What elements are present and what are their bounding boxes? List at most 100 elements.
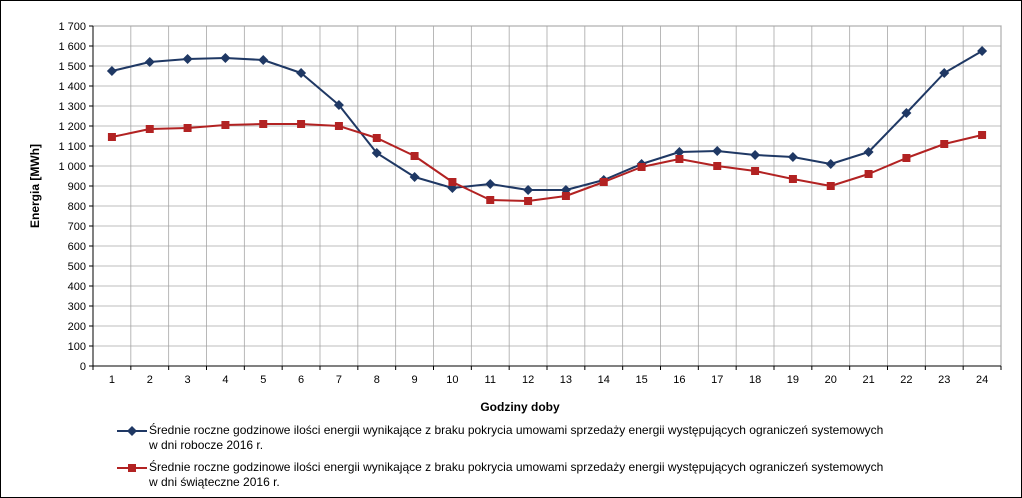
data-point-square — [978, 131, 987, 139]
y-tick-label: 0 — [80, 361, 86, 373]
line-chart: 0 100 200 300 400 500 600 700 800 900 1 000 1 100 1 … — [28, 21, 1002, 414]
square-marker-icon — [117, 464, 147, 472]
y-tick-label: 300 — [68, 301, 86, 313]
data-point-square — [334, 122, 343, 130]
y-tick-label: 1 000 — [58, 161, 86, 173]
data-point-square — [713, 162, 722, 170]
data-point-diamond — [674, 147, 685, 157]
y-axis-ticks: 0 100 200 300 400 500 600 700 800 900 1 000 1 100 1 … — [58, 21, 93, 373]
data-point-square — [675, 155, 684, 163]
legend-label-workdays-line1: Średnie roczne godzinowe ilości energii … — [149, 423, 884, 437]
x-tick-label: 18 — [749, 374, 761, 386]
x-axis-ticks: 1 2 3 4 5 6 7 8 9 10 11 12 13 14 15 16 17 18 19 20 21 22 23 24 — [92, 366, 1002, 386]
data-point-diamond — [901, 108, 912, 118]
data-point-diamond — [258, 55, 269, 65]
data-point-diamond — [977, 46, 988, 56]
legend-item-workdays: Średnie roczne godzinowe ilości energii … — [117, 423, 997, 453]
data-point-square — [259, 120, 268, 128]
data-point-diamond — [106, 66, 117, 76]
data-point-diamond — [825, 159, 836, 169]
data-point-square — [751, 167, 760, 175]
y-tick-label: 200 — [68, 321, 86, 333]
x-tick-label: 23 — [938, 374, 950, 386]
x-tick-label: 22 — [900, 374, 912, 386]
data-point-square — [788, 175, 797, 183]
data-point-square — [561, 192, 570, 200]
x-tick-label: 20 — [825, 374, 837, 386]
x-tick-label: 13 — [560, 374, 572, 386]
data-point-square — [524, 197, 533, 205]
y-tick-label: 1 300 — [58, 101, 86, 113]
data-point-square — [864, 170, 873, 178]
y-tick-label: 100 — [68, 341, 86, 353]
data-point-square — [145, 125, 154, 133]
x-tick-label: 14 — [598, 374, 610, 386]
data-point-diamond — [485, 179, 496, 189]
data-point-square — [107, 133, 116, 141]
legend: Średnie roczne godzinowe ilości energii … — [117, 423, 997, 497]
y-tick-label: 900 — [68, 181, 86, 193]
data-point-square — [372, 134, 381, 142]
series-line — [111, 123, 983, 202]
data-point-square — [410, 152, 419, 160]
x-tick-label: 10 — [446, 374, 458, 386]
data-point-square — [940, 140, 949, 148]
legend-label-holidays-line2: w dni świąteczne 2016 r. — [149, 475, 280, 489]
data-point-diamond — [712, 146, 723, 156]
x-tick-label: 24 — [976, 374, 988, 386]
x-tick-label: 7 — [336, 374, 342, 386]
y-tick-label: 1 600 — [58, 41, 86, 53]
data-point-square — [902, 154, 911, 162]
y-tick-label: 400 — [68, 281, 86, 293]
data-point-diamond — [296, 68, 307, 78]
x-tick-label: 9 — [412, 374, 418, 386]
data-point-diamond — [523, 185, 534, 195]
data-point-diamond — [939, 68, 950, 78]
y-axis-title: Energia [MWh] — [28, 144, 42, 228]
y-tick-label: 1 500 — [58, 61, 86, 73]
data-point-square — [637, 163, 646, 171]
data-point-square — [221, 121, 230, 129]
x-tick-label: 15 — [635, 374, 647, 386]
legend-item-holidays: Średnie roczne godzinowe ilości energii … — [117, 460, 997, 490]
data-point-square — [599, 178, 608, 186]
x-tick-label: 16 — [673, 374, 685, 386]
series-2 — [107, 120, 987, 205]
data-point-diamond — [750, 150, 761, 160]
x-tick-label: 11 — [485, 374, 496, 386]
y-tick-label: 1 400 — [58, 81, 86, 93]
y-tick-label: 1 100 — [58, 141, 86, 153]
x-tick-label: 3 — [185, 374, 191, 386]
y-tick-label: 600 — [68, 241, 86, 253]
x-tick-label: 19 — [787, 374, 799, 386]
data-point-diamond — [182, 54, 193, 64]
data-point-square — [183, 124, 192, 132]
x-tick-label: 1 — [109, 374, 115, 386]
data-point-square — [486, 196, 495, 204]
y-tick-label: 700 — [68, 221, 86, 233]
data-point-diamond — [787, 152, 798, 162]
x-axis-title: Godziny doby — [480, 400, 560, 414]
y-tick-label: 1 200 — [58, 121, 86, 133]
data-point-diamond — [144, 57, 155, 67]
x-tick-label: 2 — [147, 374, 153, 386]
diamond-marker-icon — [117, 426, 147, 436]
x-tick-label: 17 — [711, 374, 723, 386]
x-tick-label: 5 — [260, 374, 266, 386]
y-tick-label: 1 700 — [58, 21, 86, 33]
series-group — [106, 46, 988, 205]
legend-label-workdays-line2: w dni robocze 2016 r. — [149, 438, 264, 452]
x-tick-label: 8 — [374, 374, 380, 386]
series-line — [111, 50, 983, 191]
data-point-diamond — [409, 172, 420, 182]
grid-lines — [92, 25, 1002, 367]
data-point-diamond — [371, 148, 382, 158]
x-tick-label: 12 — [522, 374, 534, 386]
series-1 — [106, 46, 988, 195]
x-tick-label: 6 — [298, 374, 304, 386]
x-tick-label: 4 — [222, 374, 228, 386]
y-tick-label: 500 — [68, 261, 86, 273]
data-point-diamond — [333, 100, 344, 110]
y-tick-label: 800 — [68, 201, 86, 213]
